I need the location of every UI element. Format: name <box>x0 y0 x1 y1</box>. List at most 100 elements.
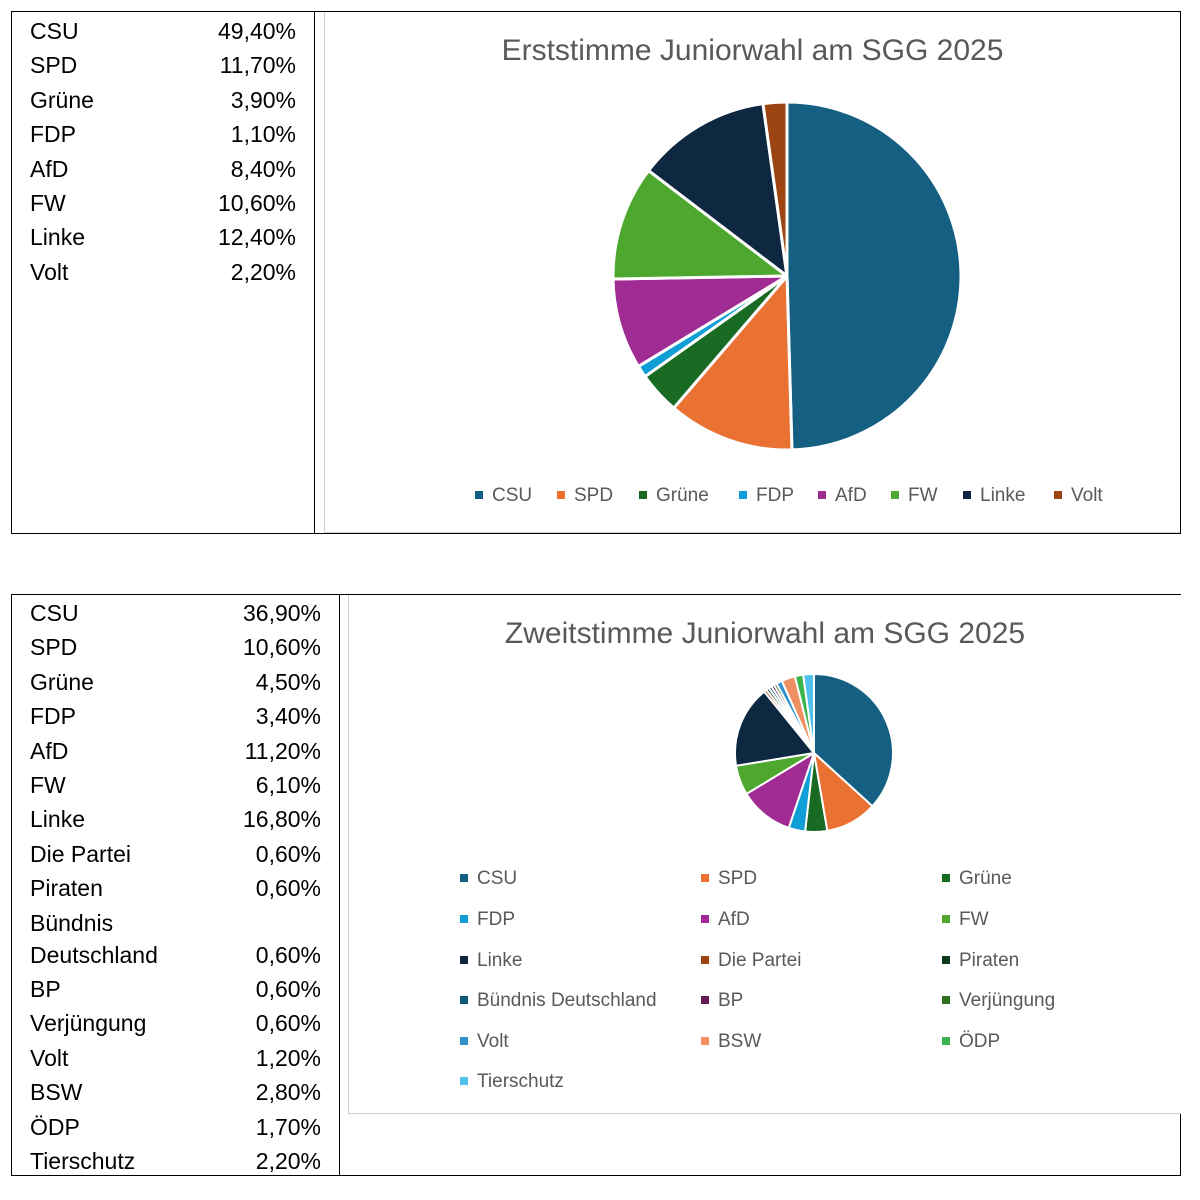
legend-label: ÖDP <box>959 1031 1001 1052</box>
legend-item: SPD <box>557 485 613 507</box>
party-percent: 1,10% <box>230 121 296 148</box>
legend-item: FW <box>891 485 938 507</box>
table-row: Bündnis Deutschland 0,60% <box>30 908 321 968</box>
legend-item: SPD <box>701 868 757 890</box>
table-row: AfD 11,20% <box>30 736 321 766</box>
legend-item: Die Partei <box>701 950 801 972</box>
party-name: BSW <box>30 1079 83 1106</box>
legend-label: BSW <box>718 1031 762 1052</box>
pie-slice-csu <box>785 100 963 452</box>
legend-swatch <box>701 955 709 964</box>
legend-swatch <box>460 1076 468 1085</box>
legend-item: CSU <box>460 868 517 890</box>
legend-label: SPD <box>574 485 614 506</box>
legend-item: Grüne <box>942 868 1012 890</box>
pie-slice-linke <box>647 102 789 278</box>
table-row: Die Partei 0,60% <box>30 839 321 869</box>
party-name: Piraten <box>30 875 103 902</box>
party-percent: 0,60% <box>255 941 321 968</box>
legend-swatch <box>639 490 647 499</box>
legend-label: Grüne <box>959 868 1012 889</box>
legend-item: FDP <box>460 909 515 931</box>
legend-item: BP <box>701 990 743 1012</box>
table-row: Verjüngung 0,60% <box>30 1008 321 1038</box>
legend-item: Linke <box>963 485 1025 507</box>
pie-slice-spd <box>672 274 794 452</box>
erststimme-panel: CSU 49,40% SPD 11,70% Grüne 3,90% FDP 1,10% AfD 8… <box>11 11 1181 534</box>
legend-swatch <box>460 914 468 923</box>
legend-label: CSU <box>477 868 518 889</box>
pie-slice-volt <box>761 100 789 278</box>
legend-swatch <box>701 1036 709 1045</box>
legend-swatch <box>701 873 709 882</box>
legend-swatch <box>942 873 950 882</box>
zweitstimme-table: CSU 36,90% SPD 10,60% Grüne 4,50% FDP 3,40% AfD 1… <box>12 595 340 1175</box>
table-row: ÖDP 1,70% <box>30 1112 321 1142</box>
legend-swatch <box>739 490 747 499</box>
legend-item: BSW <box>701 1031 761 1053</box>
party-name: CSU <box>30 18 79 44</box>
table-row: FDP 1,10% <box>30 119 296 149</box>
legend-label: FW <box>908 485 938 506</box>
party-name: Verjüngung <box>30 1010 147 1037</box>
legend-swatch <box>460 873 468 882</box>
party-percent: 4,50% <box>255 668 321 695</box>
legend-label: Die Partei <box>718 950 802 971</box>
table-row: CSU 49,40% <box>30 16 296 46</box>
legend-swatch <box>557 490 565 499</box>
legend-item: CSU <box>475 485 532 507</box>
pie-slice-csu <box>813 673 894 808</box>
pie-slice-fw <box>611 169 789 281</box>
legend-label: Volt <box>1071 485 1103 506</box>
party-name: SPD <box>30 52 78 79</box>
party-percent: 8,40% <box>230 155 296 182</box>
party-name: Linke <box>30 224 85 251</box>
party-percent: 11,20% <box>244 737 321 764</box>
legend-swatch <box>818 490 826 499</box>
legend-label: Linke <box>980 485 1026 506</box>
legend-swatch <box>963 490 971 499</box>
legend-label: Verjüngung <box>959 990 1056 1011</box>
party-percent: 1,20% <box>255 1044 321 1071</box>
legend-item: FDP <box>739 485 794 507</box>
zweitstimme-pie <box>734 673 894 833</box>
legend-label: AfD <box>835 485 867 506</box>
legend-swatch <box>460 1036 468 1045</box>
table-row: CSU 36,90% <box>30 598 321 628</box>
party-percent: 36,90% <box>242 600 321 626</box>
table-row: Volt 1,20% <box>30 1043 321 1073</box>
party-name: FDP <box>30 121 76 148</box>
legend-swatch <box>942 914 950 923</box>
party-percent: 10,60% <box>242 634 321 661</box>
party-percent: 0,60% <box>255 840 321 867</box>
zweitstimme-panel: CSU 36,90% SPD 10,60% Grüne 4,50% FDP 3,40% AfD 1… <box>11 594 1181 1176</box>
party-percent: 2,80% <box>255 1079 321 1106</box>
legend-label: Bündnis Deutschland <box>477 990 657 1011</box>
table-row: Linke 12,40% <box>30 222 296 252</box>
party-name: Grüne <box>30 668 94 695</box>
party-name: Volt <box>30 258 69 285</box>
party-name: ÖDP <box>30 1113 80 1140</box>
table-row: FDP 3,40% <box>30 701 321 731</box>
party-name: Tierschutz <box>30 1148 136 1174</box>
legend-label: BP <box>718 990 744 1011</box>
party-name: Volt <box>30 1044 69 1071</box>
table-row: Piraten 0,60% <box>30 873 321 903</box>
legend-item: Volt <box>1054 485 1103 507</box>
party-percent: 10,60% <box>217 190 296 216</box>
pie-slice-linke <box>734 690 815 767</box>
legend-swatch <box>942 955 950 964</box>
legend-swatch <box>1054 490 1062 499</box>
table-row: Grüne 4,50% <box>30 667 321 697</box>
party-percent: 2,20% <box>230 258 296 285</box>
table-row: Volt 2,20% <box>30 257 296 287</box>
legend-item: Bündnis Deutschland <box>460 990 657 1012</box>
legend-swatch <box>942 1036 950 1045</box>
legend-label: FDP <box>756 485 794 506</box>
legend-item: FW <box>942 909 989 931</box>
table-row: BP 0,60% <box>30 974 321 1004</box>
legend-label: AfD <box>718 909 750 930</box>
party-percent: 49,40% <box>217 18 296 44</box>
legend-item: ÖDP <box>942 1031 1000 1053</box>
erststimme-chart: Erststimme Juniorwahl am SGG 2025 CSU SPD… <box>324 12 1180 533</box>
